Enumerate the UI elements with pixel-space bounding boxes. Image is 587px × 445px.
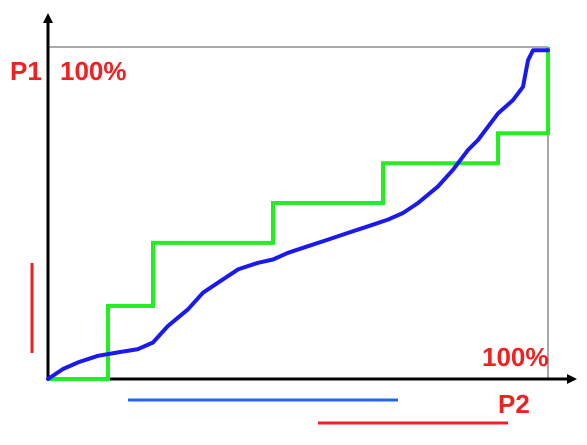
y-axis-label: P1 <box>10 56 42 86</box>
x-axis-label: P2 <box>498 389 530 419</box>
y-max-label: 100% <box>60 56 127 86</box>
x-max-label: 100% <box>482 342 549 372</box>
series-step-line <box>48 47 550 381</box>
series-smooth-line <box>46 48 550 381</box>
